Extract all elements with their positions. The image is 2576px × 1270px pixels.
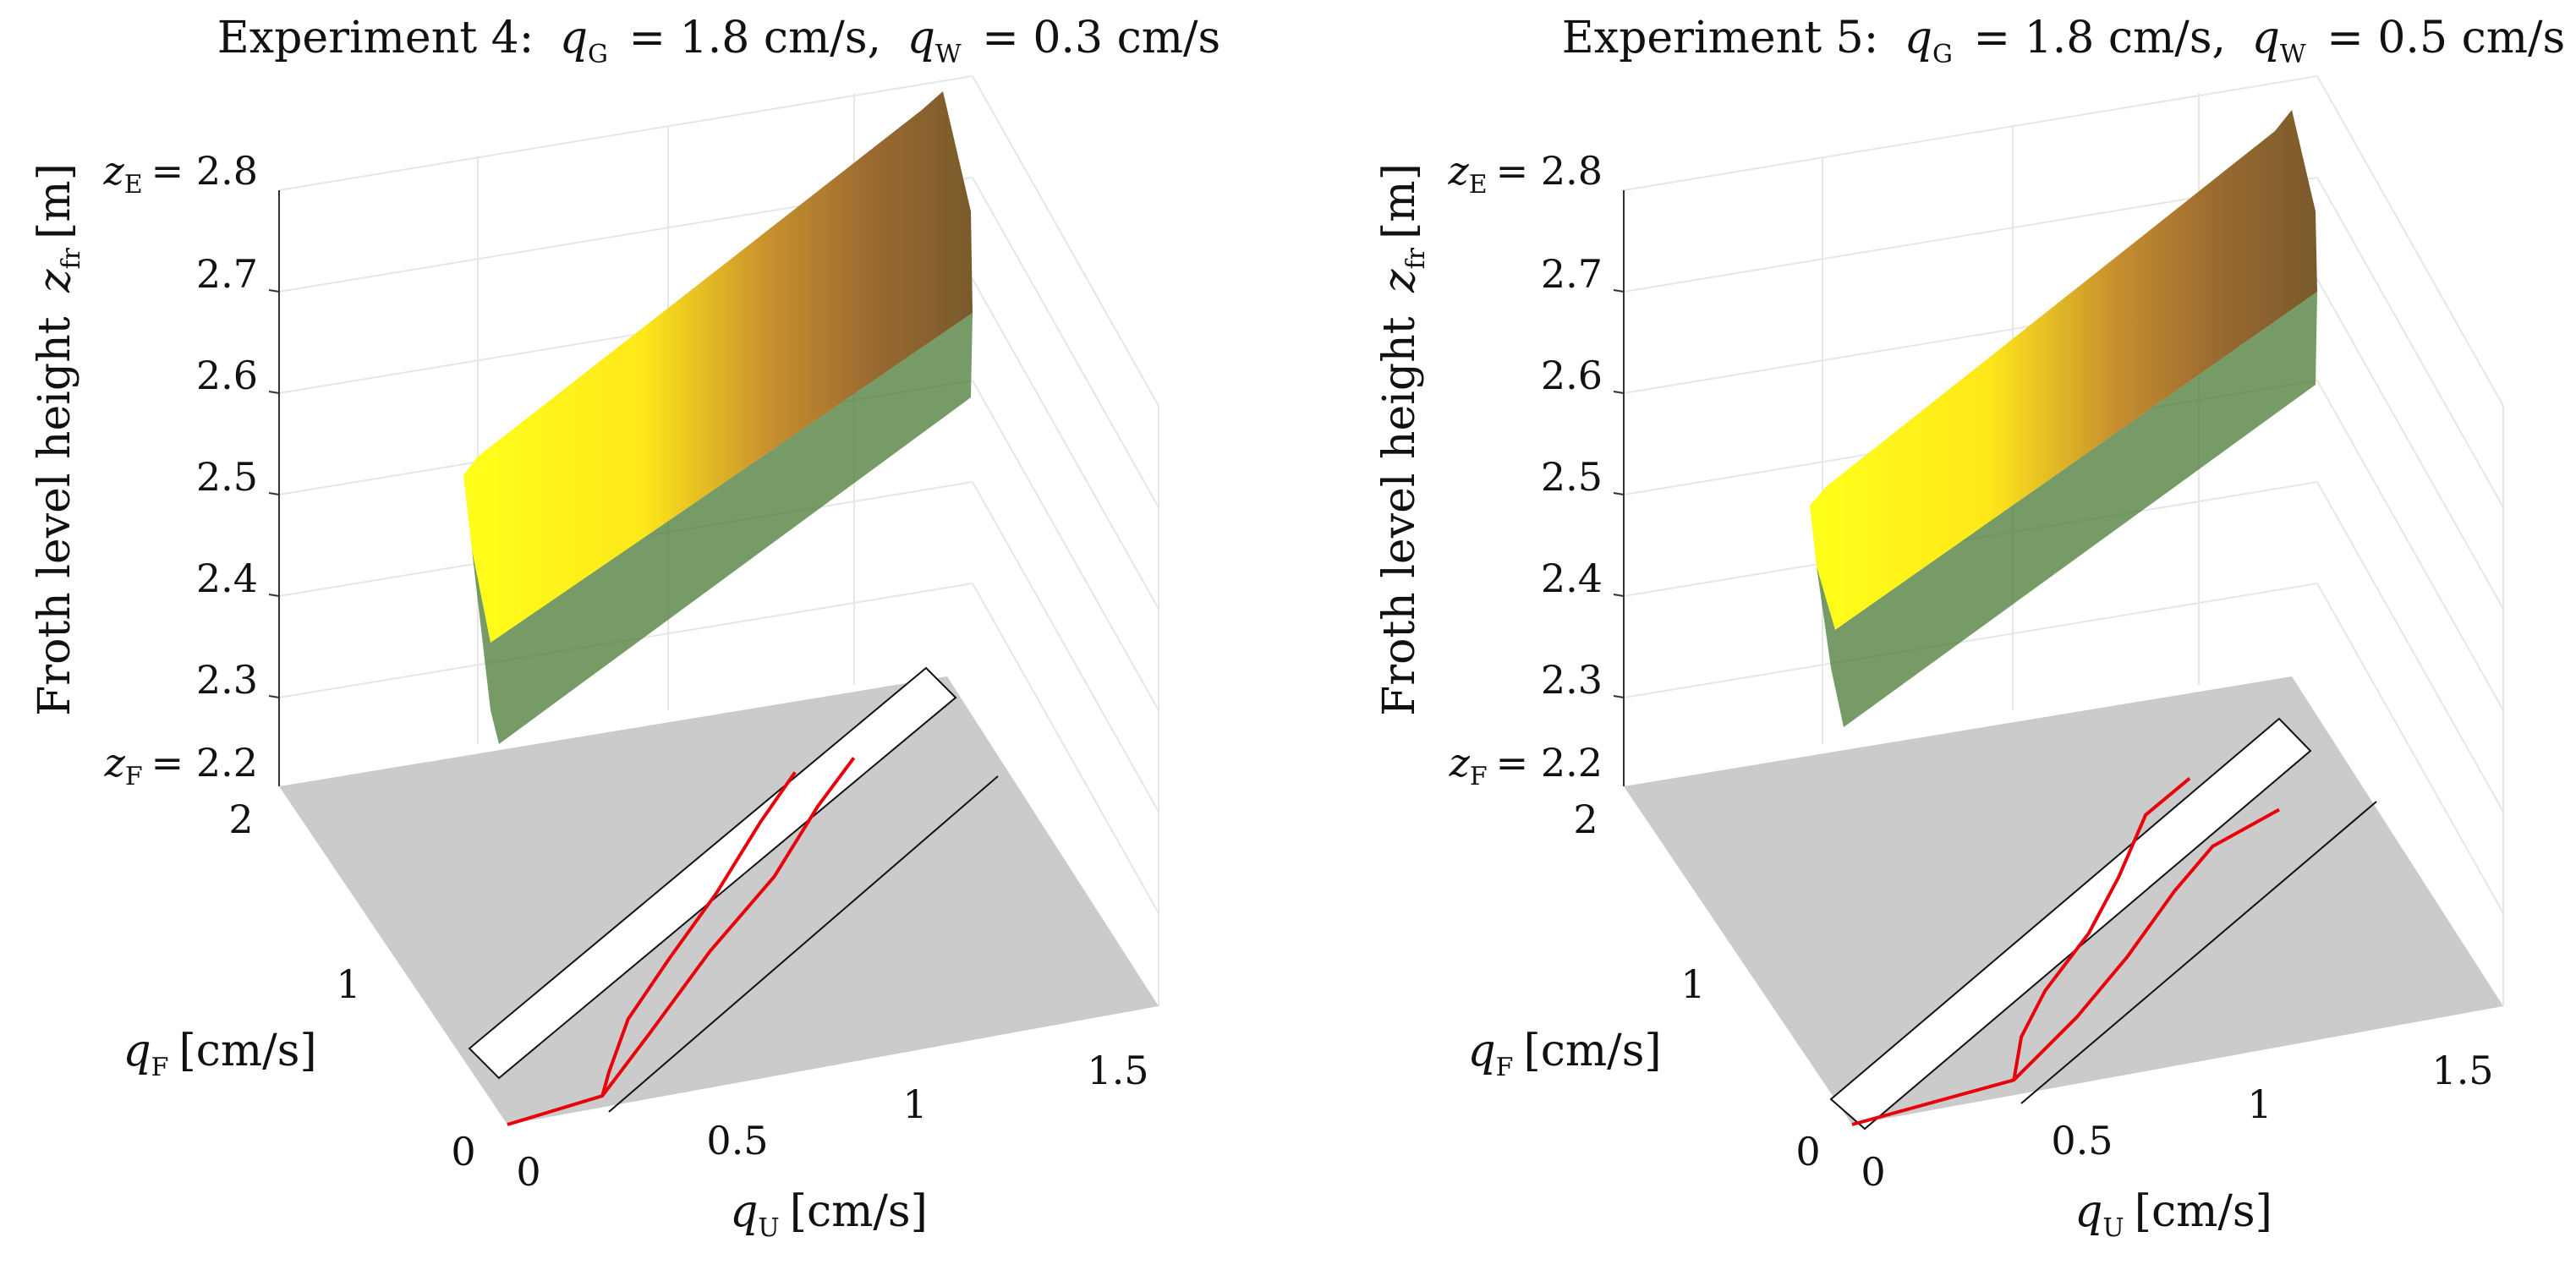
x-axis-label: qU [cm/s]: [2075, 1186, 2272, 1243]
drip-lines: [1834, 385, 2316, 941]
feasible-band: [1829, 717, 2312, 1130]
x-tick: 1.5: [2431, 1048, 2493, 1093]
z-axis-label: Froth level height zfr[m]: [1374, 163, 1431, 716]
x-tick: 0: [1861, 1149, 1885, 1195]
x-axis-label: qU [cm/s]: [730, 1186, 928, 1243]
y-tick: 1: [1680, 961, 1705, 1007]
x-tick: 0.5: [2051, 1118, 2113, 1163]
z-axis: [268, 190, 280, 786]
y-tick: 1: [336, 961, 360, 1007]
z-tick: 2.5: [196, 454, 258, 500]
z-tick: 2.5: [1541, 454, 1603, 500]
z-tick-bottom: zF = 2.2: [1449, 740, 1603, 791]
z-tick: 2.4: [196, 556, 258, 601]
z-tick-bottom: zF = 2.2: [104, 740, 258, 791]
y-tick: 2: [228, 796, 253, 842]
z-tick: 2.7: [1541, 251, 1603, 297]
response-surface-drop: [472, 313, 973, 744]
y-tick: 0: [451, 1129, 475, 1174]
z-tick-top: zE = 2.8: [103, 148, 258, 200]
z-tick: 2.6: [1541, 353, 1603, 398]
z-tick: 2.3: [1541, 657, 1603, 703]
feasible-band: [468, 666, 957, 1080]
response-surface-top: [1810, 110, 2317, 630]
drip-lines: [490, 397, 972, 954]
x-tick: 1: [902, 1081, 927, 1127]
panel-title: Experiment 5: qG = 1.8 cm/s, qW = 0.5 cm…: [1562, 13, 2565, 74]
curve-upper: [600, 771, 797, 1097]
floor-plane: [279, 676, 1159, 1125]
curve-upper: [2012, 777, 2191, 1081]
y-tick: 2: [1573, 796, 1598, 842]
z-tick-top: zE = 2.8: [1448, 148, 1603, 200]
x-tick: 1.5: [1087, 1048, 1148, 1093]
z-axis-label: Froth level height zfr[m]: [30, 163, 86, 716]
response-surface-drop: [1817, 292, 2317, 727]
y-axis-label: qF [cm/s]: [123, 1026, 316, 1082]
panel-title: Experiment 4: qG = 1.8 cm/s, qW = 0.3 cm…: [217, 13, 1220, 74]
z-tick: 2.4: [1541, 556, 1603, 601]
floor-plane: [1624, 676, 2503, 1125]
x-tick: 1: [2247, 1081, 2272, 1127]
panel-experiment-4: Experiment 4: qG = 1.8 cm/s, qW = 0.3 cm…: [30, 13, 1220, 1243]
operating-curves: [1851, 777, 2280, 1126]
z-tick: 2.6: [196, 353, 258, 398]
z-axis: [1613, 190, 1625, 786]
y-tick: 0: [1795, 1129, 1820, 1174]
z-tick: 2.7: [196, 251, 258, 297]
operating-curves: [507, 757, 856, 1126]
y-axis-label: qF [cm/s]: [1467, 1026, 1661, 1082]
response-surface-top: [463, 91, 973, 643]
x-tick: 0.5: [706, 1118, 768, 1163]
band-boundary-lower: [608, 775, 999, 1113]
panel-experiment-5: Experiment 5: qG = 1.8 cm/s, qW = 0.5 cm…: [1374, 13, 2565, 1243]
z-tick: 2.3: [196, 657, 258, 703]
band-boundary-lower: [2020, 801, 2377, 1104]
x-tick: 0: [516, 1149, 540, 1195]
